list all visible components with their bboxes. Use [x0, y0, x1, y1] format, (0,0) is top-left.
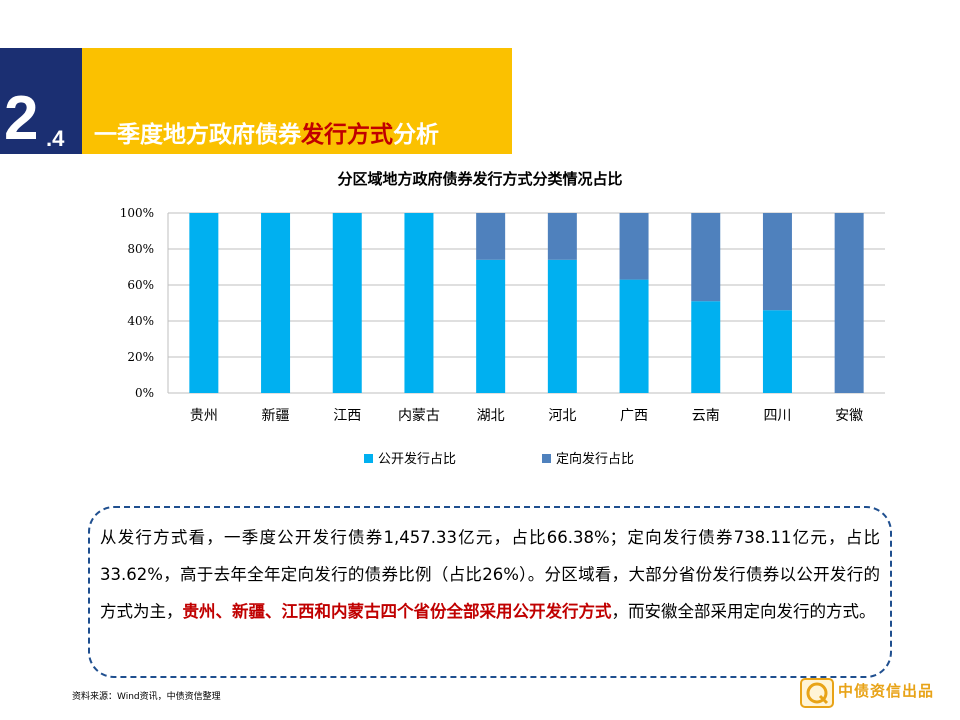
section-title-block: [82, 48, 512, 154]
legend-label: 定向发行占比: [556, 451, 634, 467]
bar-public: [762, 310, 792, 393]
source-note: 资料来源：Wind资讯，中债资信整理: [72, 692, 221, 702]
bar-private: [834, 213, 864, 393]
bar-private: [476, 213, 506, 260]
section-title: 一季度地方政府债券发行方式分析: [94, 115, 439, 149]
section-number: 2: [4, 84, 39, 153]
bar-private: [762, 213, 792, 311]
bar-public: [691, 301, 721, 393]
bar-public: [619, 279, 649, 393]
summary-text: 从发行方式看，一季度公开发行债券1,457.33亿元，占比66.38%；定向发行…: [100, 519, 880, 630]
legend-swatch: [364, 454, 373, 463]
bar-public: [547, 259, 577, 393]
y-tick-label: 60%: [127, 278, 154, 292]
y-tick-label: 20%: [127, 350, 154, 364]
summary-box: [88, 506, 892, 678]
x-tick-label: 新疆: [262, 408, 290, 424]
y-tick-label: 100%: [120, 206, 154, 220]
section-title-part-1: 一季度地方政府债券: [94, 122, 301, 148]
section-number-block: [0, 48, 82, 154]
x-tick-label: 湖北: [477, 408, 505, 424]
y-tick-label: 0%: [135, 386, 154, 400]
x-tick-label: 广西: [620, 408, 648, 424]
x-tick-label: 云南: [692, 408, 720, 424]
x-tick-label: 安徽: [835, 408, 863, 424]
x-tick-label: 江西: [333, 408, 361, 424]
bar-private: [691, 213, 721, 302]
bar-public: [332, 213, 362, 393]
section-title-part-3: 分析: [393, 122, 439, 148]
x-tick-label: 内蒙古: [398, 408, 440, 424]
bar-public: [189, 213, 219, 393]
section-title-highlight: 发行方式: [301, 122, 393, 148]
bar-private: [619, 213, 649, 280]
x-tick-label: 四川: [763, 408, 791, 424]
x-tick-label: 河北: [548, 408, 576, 424]
summary-highlight: 贵州、新疆、江西和内蒙古四个省份全部采用公开发行方式: [182, 602, 612, 621]
bar-public: [261, 213, 291, 393]
summary-part-1: 从发行方式看，一季度公开发行债券1,457.33亿元，占比66.38%；定向发行…: [100, 528, 880, 621]
legend-label: 公开发行占比: [378, 451, 456, 467]
stacked-bar-chart: 0% 20% 40% 60% 80% 100% 贵州 新疆 江西 内蒙古 湖北 河北 广西 云南 四川 安徽公…: [120, 206, 885, 467]
bar-public: [404, 213, 434, 393]
summary-part-3: ，而安徽全部采用定向发行的方式。: [611, 602, 876, 621]
y-tick-label: 40%: [127, 314, 154, 328]
zhongzhai-logo-icon: [800, 678, 834, 708]
section-subnumber: .4: [46, 126, 65, 151]
legend-swatch: [542, 454, 551, 463]
x-tick-label: 贵州: [190, 408, 218, 424]
logo-text: 中债资信出品: [838, 682, 935, 700]
bar-private: [547, 213, 577, 260]
bar-public: [476, 259, 506, 393]
y-tick-label: 80%: [127, 242, 154, 256]
chart-title: 分区域地方政府债券发行方式分类情况占比: [337, 170, 623, 188]
